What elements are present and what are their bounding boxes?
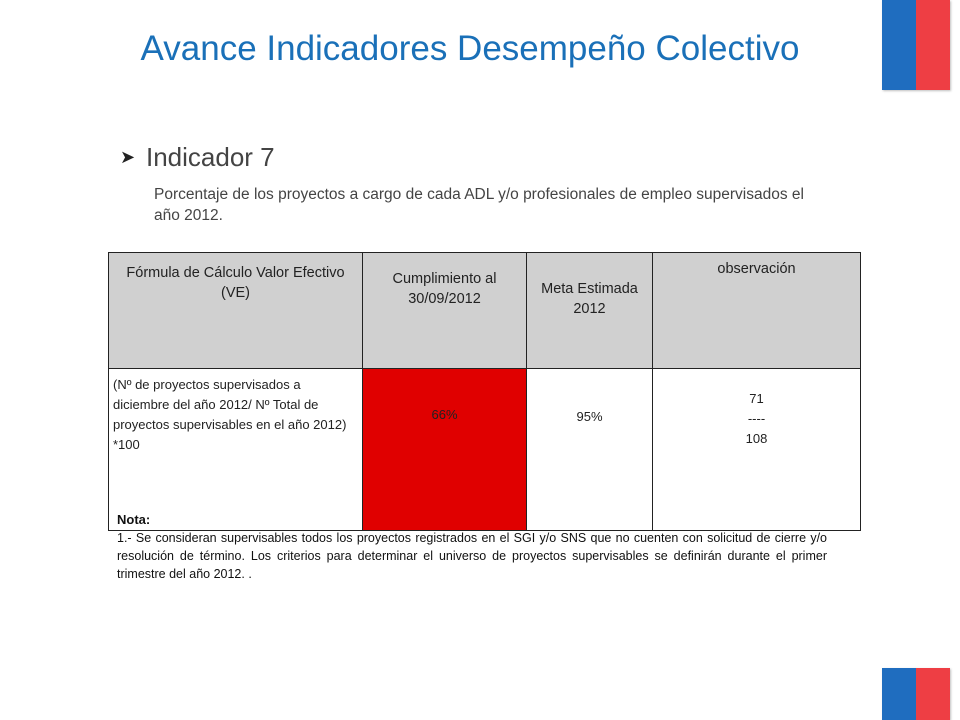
- indicator-heading: ➤ Indicador 7: [120, 142, 275, 173]
- flag-red-band: [916, 668, 950, 720]
- indicator-table: Fórmula de Cálculo Valor Efectivo (VE) C…: [108, 252, 861, 531]
- cell-cumplimiento: 66%: [362, 368, 527, 531]
- table-row: (Nº de proyectos supervisados a diciembr…: [108, 368, 861, 531]
- flag-decoration-bottom: [882, 668, 950, 720]
- indicator-label: Indicador 7: [146, 142, 275, 172]
- arrow-bullet-icon: ➤: [120, 147, 136, 167]
- flag-blue-band: [882, 668, 916, 720]
- flag-red-band: [916, 0, 950, 90]
- obs-numerator: 71: [749, 391, 764, 406]
- note-block: Nota: 1.- Se consideran supervisables to…: [117, 511, 827, 583]
- cell-meta: 95%: [526, 368, 653, 531]
- cell-formula: (Nº de proyectos supervisados a diciembr…: [108, 368, 363, 531]
- header-cumplimiento: Cumplimiento al 30/09/2012: [362, 252, 527, 369]
- obs-divider: ----: [747, 411, 766, 426]
- header-meta: Meta Estimada 2012: [526, 252, 653, 369]
- page-title: Avance Indicadores Desempeño Colectivo: [140, 29, 800, 68]
- note-title: Nota:: [117, 512, 151, 527]
- table-header-row: Fórmula de Cálculo Valor Efectivo (VE) C…: [108, 252, 861, 369]
- indicator-description: Porcentaje de los proyectos a cargo de c…: [154, 186, 804, 224]
- obs-denominator: 108: [745, 431, 768, 446]
- flag-blue-band: [882, 0, 916, 90]
- cell-observacion: 71 ---- 108: [652, 368, 861, 531]
- header-formula: Fórmula de Cálculo Valor Efectivo (VE): [108, 252, 363, 369]
- flag-decoration-top: [882, 0, 950, 90]
- header-observacion: observación: [652, 252, 861, 369]
- note-text: 1.- Se consideran supervisables todos lo…: [117, 531, 827, 581]
